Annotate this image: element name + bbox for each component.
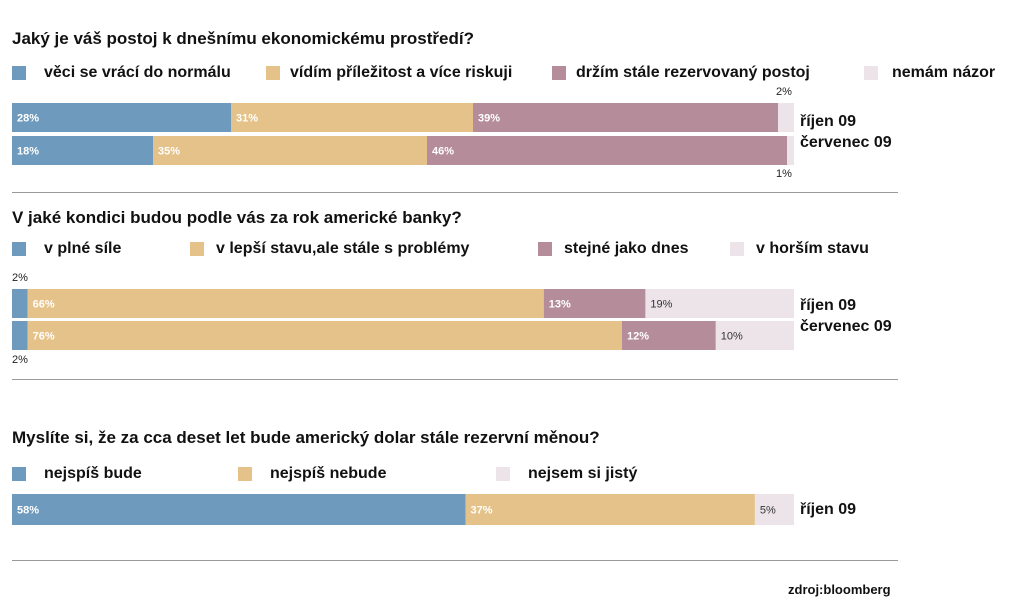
chart3-legend-label: nejsem si jistý [528, 465, 638, 482]
chart2-legend-label: v plné síle [44, 240, 122, 257]
bar-value-label: 66% [33, 299, 55, 311]
chart1-legend-item-3: držím stále rezervovaný postoj [552, 64, 810, 82]
bar-segment [543, 289, 646, 318]
section-divider [12, 379, 898, 380]
bar-segment [12, 289, 28, 318]
chart3-legend-swatch-tan [238, 467, 252, 481]
chart1-legend-swatch-tan [266, 66, 280, 80]
chart1-legend-swatch-blue [12, 66, 26, 80]
bar-segment [153, 136, 427, 165]
bar-segment [465, 494, 755, 525]
chart2-legend-swatch-tan [190, 242, 204, 256]
bar-value-label: 12% [627, 331, 649, 343]
chart3-bars: 58% 37% 5% [12, 494, 794, 525]
chart2-legend-item-2: v lepší stavu,ale stále s problémy [190, 240, 469, 258]
bar-segment [473, 103, 778, 132]
chart2-title: V jaké kondici budou podle vás za rok am… [12, 208, 462, 227]
chart2-category-label: říjen 09 [800, 297, 857, 314]
chart1-category-label: říjen 09 [800, 113, 857, 130]
chart2-category-label: červenec 09 [800, 318, 892, 335]
bar-segment [778, 103, 794, 132]
bar-value-label: 31% [236, 113, 258, 125]
chart1-legend-swatch-light [864, 66, 878, 80]
bar-segment [621, 321, 716, 350]
chart1-legend-item-1: věci se vrácí do normálu [12, 64, 231, 82]
bar-value-label: 46% [432, 146, 454, 158]
bar-value-label: 35% [158, 146, 180, 158]
source-note: zdroj:bloomberg [788, 582, 891, 597]
bar-segment [12, 321, 28, 350]
bar-value-label: 28% [17, 113, 39, 125]
section-divider [12, 560, 898, 561]
chart2-legend-label: v horším stavu [756, 240, 869, 257]
chart3-legend-swatch-light [496, 467, 510, 481]
bar-value-label: 76% [33, 331, 55, 343]
bar-segment [715, 321, 794, 350]
chart3-legend-item-2: nejspíš nebude [238, 465, 386, 483]
chart3-legend-item-3: nejsem si jistý [496, 465, 637, 483]
chart2-legend-label: stejné jako dnes [564, 240, 689, 257]
chart1-bars: 28% 31% 39% 18% 35% 46% [12, 103, 794, 165]
chart1-legend-swatch-mauve [552, 66, 566, 80]
bar-segment [12, 494, 466, 525]
bar-segment [754, 494, 794, 525]
bar-segment [427, 136, 787, 165]
chart1-legend-label: držím stále rezervovaný postoj [576, 64, 810, 81]
chart1-legend-item-2: vídím příležitost a více riskuji [266, 64, 512, 82]
chart2-legend-item-1: v plné síle [12, 240, 121, 258]
bar-value-label: 13% [549, 299, 571, 311]
chart2-legend-item-4: v horším stavu [730, 240, 869, 258]
bar-segment [12, 103, 231, 132]
bar-segment [27, 289, 544, 318]
chart1-title: Jaký je váš postoj k dnešnímu ekonomické… [12, 29, 474, 48]
chart3-legend-swatch-blue [12, 467, 26, 481]
chart2-bars: 66% 13% 19% 76% 12% 10% [12, 289, 794, 350]
chart2-row2-outside-label: 2% [12, 354, 28, 366]
section-divider [12, 192, 898, 193]
chart2-legend-swatch-blue [12, 242, 26, 256]
bar-value-label: 19% [650, 299, 672, 311]
chart1-legend-item-4: nemám názor [864, 64, 995, 82]
bar-value-label: 18% [17, 146, 39, 158]
chart2-legend-item-3: stejné jako dnes [538, 240, 689, 258]
chart3-legend-label: nejspíš nebude [270, 465, 387, 482]
chart1-row2-outside-label: 1% [776, 168, 792, 180]
chart2-row1-outside-label: 2% [12, 272, 28, 284]
chart2-legend-swatch-mauve [538, 242, 552, 256]
bar-value-label: 37% [471, 505, 493, 517]
bar-value-label: 58% [17, 505, 39, 517]
chart1-category-label: červenec 09 [800, 134, 892, 151]
chart1-row1-outside-label: 2% [776, 86, 792, 98]
bar-segment [645, 289, 794, 318]
bar-segment [27, 321, 622, 350]
chart1-legend-label: věci se vrácí do normálu [44, 64, 231, 81]
bar-value-label: 10% [721, 331, 743, 343]
chart2-legend-swatch-light [730, 242, 744, 256]
chart3-category-label: říjen 09 [800, 501, 857, 518]
bar-value-label: 5% [760, 505, 776, 517]
chart1-legend-label: vídím příležitost a více riskuji [290, 64, 513, 81]
chart2-legend-label: v lepší stavu,ale stále s problémy [216, 240, 470, 257]
chart1-legend-label: nemám názor [892, 64, 996, 81]
bar-segment [12, 136, 153, 165]
bar-value-label: 39% [478, 113, 500, 125]
chart3-title: Myslíte si, že za cca deset let bude ame… [12, 428, 600, 447]
chart3-legend-label: nejspíš bude [44, 465, 142, 482]
chart3-legend-item-1: nejspíš bude [12, 465, 142, 483]
bar-segment [231, 103, 473, 132]
bar-segment [787, 136, 794, 165]
